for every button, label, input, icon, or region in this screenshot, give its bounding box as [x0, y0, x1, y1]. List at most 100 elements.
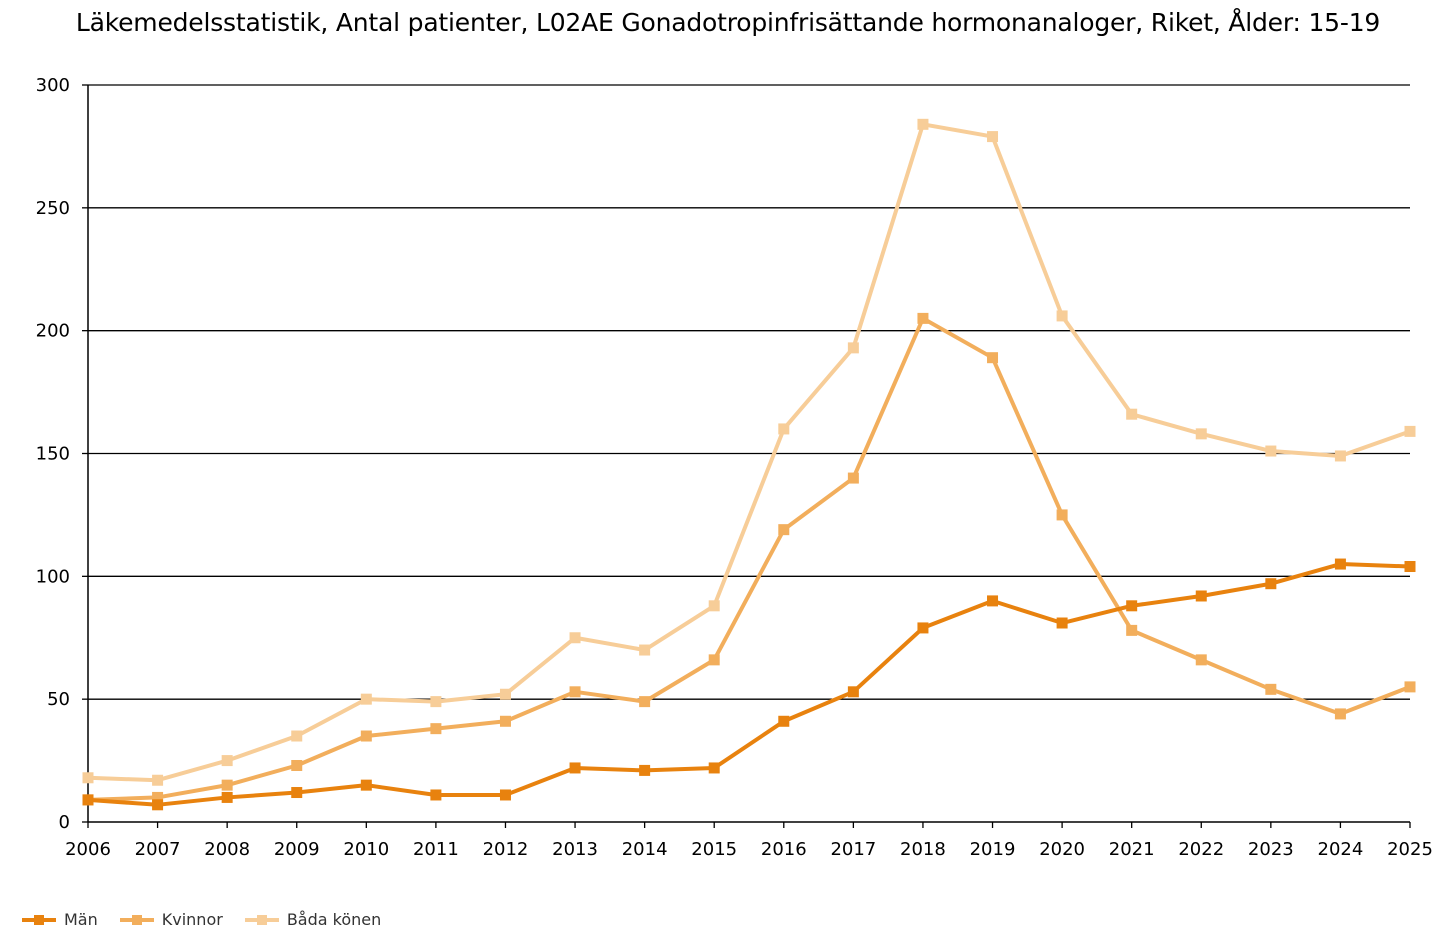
data-point-kvinnor-2015[interactable] — [708, 654, 720, 666]
x-tick-label-2015: 2015 — [691, 839, 737, 860]
data-point-kvinnor-2021[interactable] — [1126, 624, 1138, 636]
y-tick-label: 100 — [36, 566, 70, 587]
x-tick-label-2021: 2021 — [1109, 839, 1155, 860]
data-point-kvinnor-2010[interactable] — [360, 730, 372, 742]
grid-lines — [88, 84, 1410, 700]
y-tick-label: 150 — [36, 444, 70, 465]
data-point-kvinnor-2013[interactable] — [569, 686, 581, 698]
data-point-kvinnor-2019[interactable] — [987, 352, 999, 364]
series-båda-könen — [82, 118, 1416, 786]
data-point-båda-könen-2010[interactable] — [360, 693, 372, 705]
data-point-båda-könen-2023[interactable] — [1265, 445, 1277, 457]
data-point-män-2018[interactable] — [917, 622, 929, 634]
data-point-män-2010[interactable] — [360, 779, 372, 791]
y-tick-label: 300 — [36, 75, 70, 96]
x-tick-label-2019: 2019 — [970, 839, 1016, 860]
legend-label: Båda könen — [286, 910, 382, 929]
legend-item[interactable]: Båda könen — [244, 910, 382, 929]
y-tick-label: 200 — [36, 321, 70, 342]
data-point-båda-könen-2021[interactable] — [1126, 408, 1138, 420]
data-point-män-2023[interactable] — [1265, 578, 1277, 590]
data-point-båda-könen-2024[interactable] — [1334, 450, 1346, 462]
data-point-män-2021[interactable] — [1126, 600, 1138, 612]
legend-label: Kvinnor — [161, 910, 223, 929]
data-point-män-2017[interactable] — [847, 686, 859, 698]
data-point-kvinnor-2017[interactable] — [847, 472, 859, 484]
data-point-kvinnor-2011[interactable] — [430, 723, 442, 735]
data-point-män-2025[interactable] — [1404, 561, 1416, 573]
x-tick-label-2024: 2024 — [1318, 839, 1364, 860]
x-tick-label-2013: 2013 — [552, 839, 598, 860]
y-tick-label: 250 — [36, 198, 70, 219]
data-point-båda-könen-2011[interactable] — [430, 696, 442, 708]
data-point-kvinnor-2025[interactable] — [1404, 681, 1416, 693]
series-line-båda-könen — [86, 122, 1412, 783]
data-point-båda-könen-2016[interactable] — [778, 423, 790, 435]
x-axis-ticks: 2006 2007 2008 2009 2010 2011 2012 2013 2014 2015… — [65, 822, 1433, 860]
data-point-båda-könen-2013[interactable] — [569, 632, 581, 644]
data-point-kvinnor-2020[interactable] — [1056, 509, 1068, 521]
data-point-båda-könen-2009[interactable] — [291, 730, 303, 742]
data-point-män-2020[interactable] — [1056, 617, 1068, 629]
data-point-män-2012[interactable] — [499, 789, 511, 801]
data-point-båda-könen-2019[interactable] — [987, 131, 999, 143]
data-point-kvinnor-2012[interactable] — [499, 715, 511, 727]
x-tick-label-2007: 2007 — [135, 839, 181, 860]
x-tick-label-2010: 2010 — [343, 839, 389, 860]
data-point-båda-könen-2018[interactable] — [917, 118, 929, 130]
data-point-båda-könen-2006[interactable] — [82, 772, 94, 784]
x-tick-label-2017: 2017 — [830, 839, 876, 860]
data-point-båda-könen-2017[interactable] — [847, 342, 859, 354]
data-point-män-2014[interactable] — [639, 764, 651, 776]
data-point-båda-könen-2015[interactable] — [708, 600, 720, 612]
data-point-båda-könen-2025[interactable] — [1404, 425, 1416, 437]
data-point-män-2006[interactable] — [82, 794, 94, 806]
data-point-män-2007[interactable] — [152, 799, 164, 811]
data-point-män-2008[interactable] — [221, 791, 233, 803]
x-tick-label-2022: 2022 — [1178, 839, 1224, 860]
data-point-båda-könen-2014[interactable] — [639, 644, 651, 656]
data-point-kvinnor-2024[interactable] — [1334, 708, 1346, 720]
data-point-båda-könen-2008[interactable] — [221, 755, 233, 767]
data-point-kvinnor-2018[interactable] — [917, 312, 929, 324]
y-tick-label: 50 — [47, 689, 70, 710]
data-point-båda-könen-2022[interactable] — [1195, 428, 1207, 440]
legend-swatch — [119, 914, 154, 925]
y-axis-ticks: 0 50 100 150 200 250 300 — [36, 75, 88, 833]
data-point-män-2013[interactable] — [569, 762, 581, 774]
legend-marker-icon — [256, 914, 267, 925]
data-point-kvinnor-2016[interactable] — [778, 524, 790, 536]
data-point-män-2022[interactable] — [1195, 590, 1207, 602]
data-point-båda-könen-2012[interactable] — [499, 688, 511, 700]
x-tick-label-2014: 2014 — [622, 839, 668, 860]
data-point-kvinnor-2022[interactable] — [1195, 654, 1207, 666]
legend-item[interactable]: Män — [22, 910, 98, 929]
legend-swatch — [22, 914, 56, 925]
chart-title: Läkemedelsstatistik, Antal patienter, L0… — [75, 8, 1381, 37]
data-point-båda-könen-2020[interactable] — [1056, 310, 1068, 322]
data-point-kvinnor-2009[interactable] — [291, 759, 303, 771]
data-point-män-2019[interactable] — [987, 595, 999, 607]
data-point-båda-könen-2007[interactable] — [152, 774, 164, 786]
x-tick-label-2016: 2016 — [761, 839, 807, 860]
data-point-män-2009[interactable] — [291, 787, 303, 799]
data-point-kvinnor-2007[interactable] — [152, 791, 164, 803]
data-point-män-2016[interactable] — [778, 715, 790, 727]
x-tick-label-2012: 2012 — [483, 839, 529, 860]
data-point-män-2015[interactable] — [708, 762, 720, 774]
data-point-kvinnor-2014[interactable] — [639, 696, 651, 708]
x-tick-label-2006: 2006 — [65, 839, 111, 860]
series-line-män — [86, 562, 1412, 807]
legend-item[interactable]: Kvinnor — [119, 910, 223, 929]
data-point-kvinnor-2008[interactable] — [221, 779, 233, 791]
legend-marker-icon — [34, 914, 44, 925]
data-point-kvinnor-2023[interactable] — [1265, 683, 1277, 695]
x-tick-label-2011: 2011 — [413, 839, 459, 860]
legend-label: Män — [64, 910, 98, 929]
data-point-män-2024[interactable] — [1334, 558, 1346, 570]
legend: Män Kvinnor Båda könen — [22, 910, 381, 929]
data-point-män-2011[interactable] — [430, 789, 442, 801]
series-line-kvinnor — [86, 316, 1412, 802]
